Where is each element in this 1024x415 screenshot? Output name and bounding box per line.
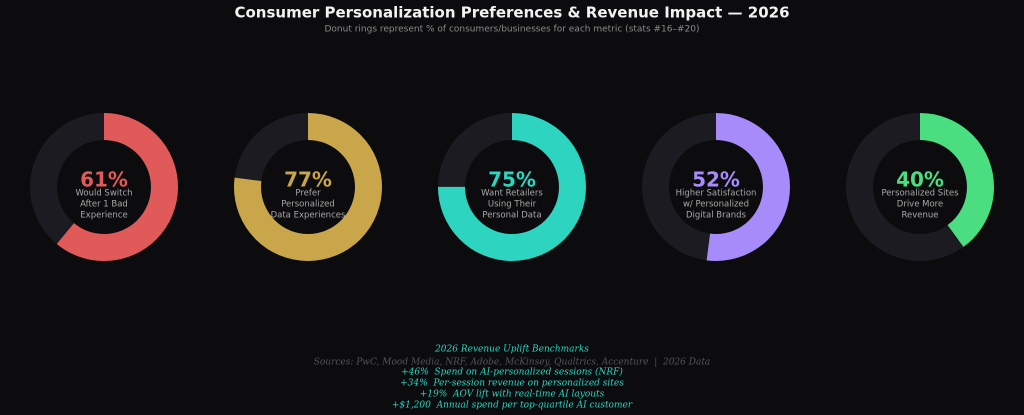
donut-label: Drive More — [897, 200, 943, 210]
donut-label: Personalized — [281, 200, 335, 210]
donut-label: Revenue — [901, 211, 938, 221]
donut-label: Higher Satisfaction — [676, 189, 757, 199]
footer-line: +34% Per-session revenue on personalized… — [400, 379, 624, 389]
donut-segment — [846, 113, 994, 261]
value-label: 75% — [488, 168, 536, 192]
donut-label: Prefer — [295, 189, 321, 199]
value-label: 77% — [284, 168, 332, 192]
footer-heading: 2026 Revenue Uplift Benchmarks — [434, 345, 589, 355]
value-label: 61% — [80, 168, 128, 192]
donut-label: Digital Brands — [686, 211, 747, 221]
footer-sources: Sources: PwC, Mood Media, NRF, Adobe, Mc… — [314, 358, 711, 368]
donut-label: Personal Data — [482, 211, 541, 221]
donut-label: Experience — [80, 211, 127, 221]
donut-label: Would Switch — [75, 189, 132, 199]
footer-line: +19% AOV lift with real-time AI layouts — [420, 390, 605, 400]
donut-label: After 1 Bad — [80, 200, 128, 210]
donut-label: Data Experiences — [271, 211, 346, 221]
donut-label: Using Their — [488, 200, 537, 210]
donut-segment — [642, 113, 790, 261]
donut-segment — [30, 113, 178, 261]
footer-line: +$1,200 Annual spend per top-quartile AI… — [392, 401, 633, 411]
footer-line: +46% Spend on AI-personalized sessions (… — [401, 367, 623, 378]
donut-label: Personalized Sites — [881, 189, 959, 199]
donut-segment — [438, 113, 586, 261]
donut-label: Want Retailers — [481, 189, 543, 199]
donut-label: w/ Personalized — [683, 200, 749, 210]
chart-title: Consumer Personalization Preferences & R… — [234, 4, 789, 22]
value-label: 40% — [896, 168, 944, 192]
donut-segment — [234, 113, 382, 261]
chart-subtitle: Donut rings represent % of consumers/bus… — [324, 25, 699, 35]
value-label: 52% — [692, 168, 740, 192]
